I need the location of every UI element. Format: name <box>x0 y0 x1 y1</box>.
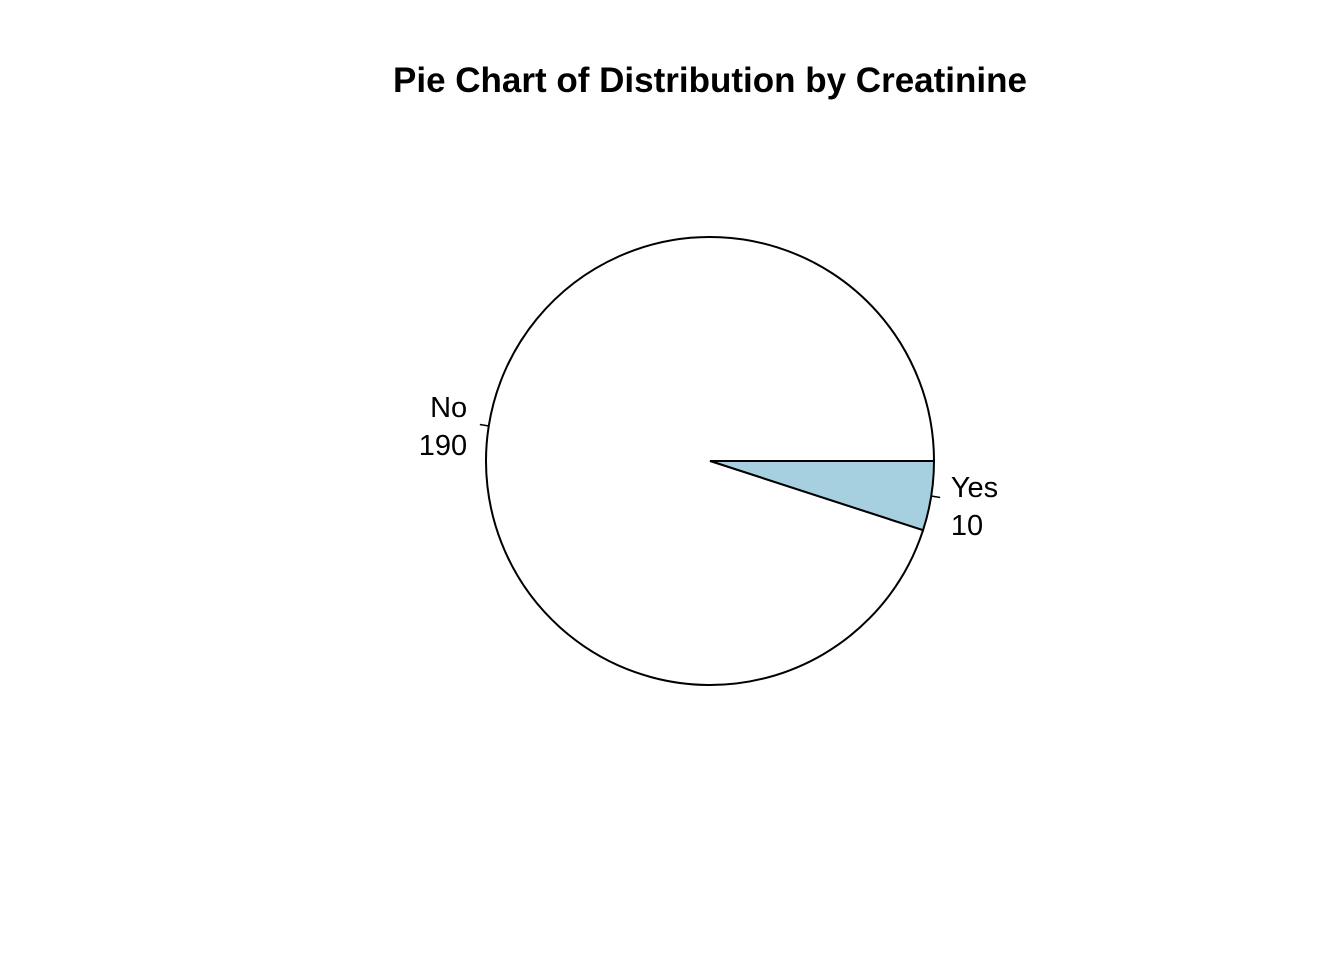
pie-slices <box>485 236 936 686</box>
leader-tick-yes <box>931 495 941 499</box>
pie-slice-no <box>485 236 936 686</box>
slice-label-yes: Yes <box>951 472 998 504</box>
slice-value-no: 190 <box>419 430 467 462</box>
slice-value-yes: 10 <box>951 510 983 542</box>
slice-label-no: No <box>430 392 467 424</box>
leader-tick-no <box>479 423 489 427</box>
pie-labels: Yes 10 No 190 <box>419 392 998 542</box>
chart-title: Pie Chart of Distribution by Creatinine <box>393 61 1027 100</box>
